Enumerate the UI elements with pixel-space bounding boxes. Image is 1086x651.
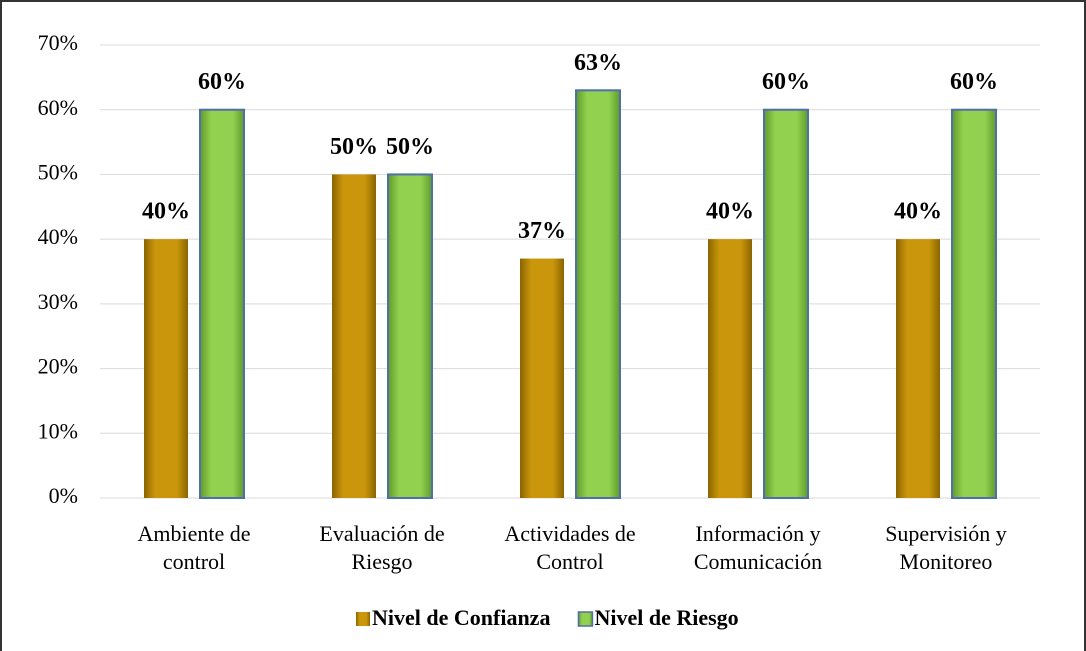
value-label: 40% <box>894 199 942 225</box>
x-tick-label: Supervisión y <box>885 521 1007 546</box>
legend-label: Nivel de Riesgo <box>594 605 738 630</box>
y-tick-label: 0% <box>49 483 78 508</box>
value-label: 40% <box>706 199 754 225</box>
x-tick-label: Riesgo <box>351 549 412 574</box>
y-tick-label: 10% <box>38 418 78 443</box>
x-tick-label: Evaluación de <box>319 521 444 546</box>
legend-label: Nivel de Confianza <box>372 605 550 630</box>
bar <box>520 258 564 498</box>
bar <box>387 173 433 500</box>
y-tick-label: 60% <box>38 95 78 120</box>
bar <box>144 239 188 498</box>
bar <box>199 108 245 499</box>
value-label: 50% <box>386 134 434 160</box>
bar <box>575 89 621 500</box>
bar <box>896 239 940 498</box>
legend-swatch <box>356 612 370 626</box>
x-tick-label: Monitoreo <box>900 549 993 574</box>
y-tick-label: 30% <box>38 289 78 314</box>
legend-swatch <box>577 611 594 627</box>
y-tick-label: 40% <box>38 224 78 249</box>
y-tick-label: 70% <box>38 30 78 55</box>
value-label: 40% <box>142 199 190 225</box>
y-tick-label: 20% <box>38 354 78 379</box>
bar <box>763 108 809 499</box>
x-tick-label: Información y <box>695 521 820 546</box>
value-label: 60% <box>762 69 810 95</box>
x-tick-label: Comunicación <box>694 549 822 574</box>
value-label: 63% <box>574 50 622 76</box>
y-tick-label: 50% <box>38 159 78 184</box>
value-label: 37% <box>518 218 566 244</box>
bar <box>332 174 376 498</box>
value-label: 50% <box>330 134 378 160</box>
x-tick-label: Control <box>536 549 603 574</box>
bar <box>951 108 997 499</box>
x-tick-label: Actividades de <box>504 521 635 546</box>
value-label: 60% <box>950 69 998 95</box>
value-label: 60% <box>198 69 246 95</box>
x-tick-label: Ambiente de <box>137 521 250 546</box>
x-tick-label: control <box>163 549 225 574</box>
bar <box>708 239 752 498</box>
